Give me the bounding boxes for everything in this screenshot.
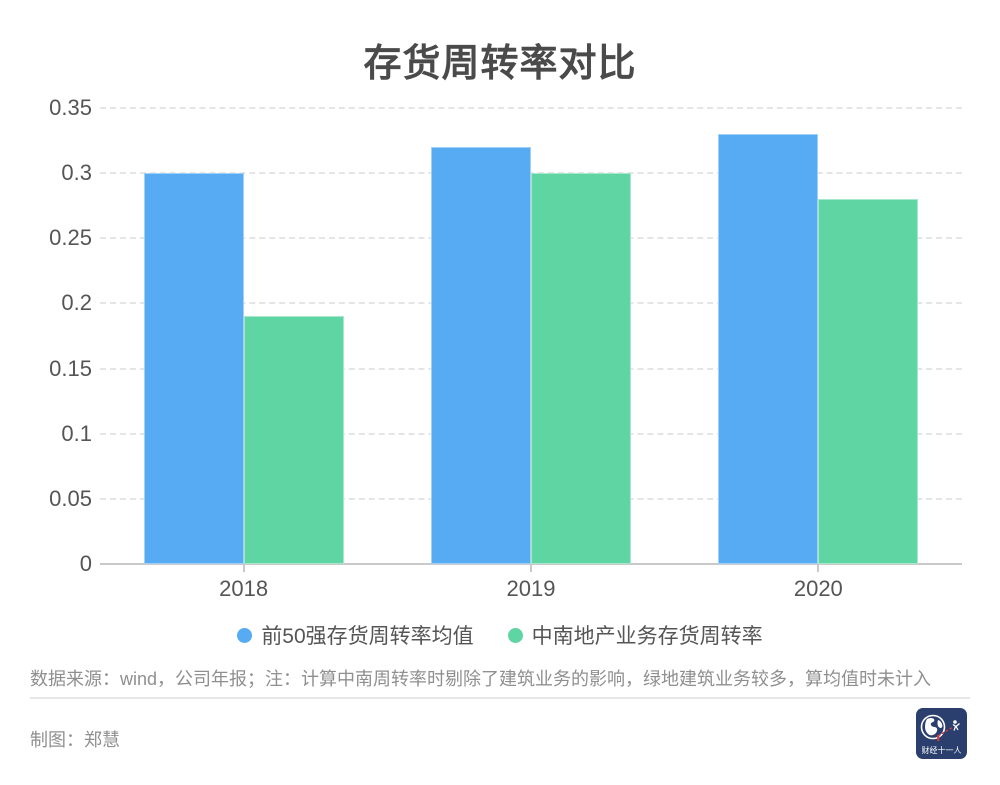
bar-green-2019 bbox=[531, 173, 631, 564]
x-tick-label: 2019 bbox=[506, 576, 556, 601]
x-axis-tick bbox=[817, 564, 820, 572]
legend-label-series1: 前50强存货周转率均值 bbox=[261, 625, 474, 648]
bar-blue-2020 bbox=[718, 134, 819, 564]
y-tick-label: 0.35 bbox=[49, 95, 92, 120]
bar-blue-2019 bbox=[431, 147, 531, 564]
y-tick-label: 0.1 bbox=[61, 420, 92, 446]
x-tick-label: 2018 bbox=[219, 576, 269, 601]
bar-blue-2018 bbox=[143, 173, 244, 564]
globe-logo-icon: 财经十一人 bbox=[920, 714, 962, 755]
legend-dot-blue bbox=[237, 627, 253, 643]
x-axis-tick bbox=[530, 564, 532, 572]
legend-dot-green bbox=[507, 627, 523, 643]
legend-item-series1: 前50强存货周转率均值 bbox=[237, 620, 474, 650]
legend-item-series2: 中南地产业务存货周转率 bbox=[507, 620, 763, 650]
y-tick-label: 0.2 bbox=[61, 290, 92, 316]
y-tick-label: 0.25 bbox=[49, 225, 92, 251]
y-tick-label: 0.05 bbox=[49, 485, 92, 511]
y-tick-label: 0.15 bbox=[49, 355, 92, 381]
legend: 前50强存货周转率均值 中南地产业务存货周转率 bbox=[0, 620, 1000, 650]
logo-wordmark: 财经十一人 bbox=[922, 745, 962, 755]
x-tick-label: 2020 bbox=[793, 576, 843, 601]
legend-label-series2: 中南地产业务存货周转率 bbox=[531, 625, 763, 648]
publisher-logo: 财经十一人 bbox=[916, 708, 967, 759]
bar-green-2018 bbox=[243, 316, 344, 564]
gridline bbox=[100, 107, 962, 109]
y-tick-label: 0.3 bbox=[61, 160, 92, 186]
x-axis-tick bbox=[242, 564, 245, 572]
bar-green-2020 bbox=[818, 199, 919, 564]
divider-line bbox=[30, 697, 970, 699]
y-tick-label: 0 bbox=[79, 551, 92, 576]
credit-text: 制图：郑慧 bbox=[30, 730, 120, 750]
source-note: 数据来源：wind，公司年报；注：计算中南周转率时剔除了建筑业务的影响，绿地建筑… bbox=[30, 669, 932, 689]
chart-title: 存货周转率对比 bbox=[363, 43, 637, 85]
